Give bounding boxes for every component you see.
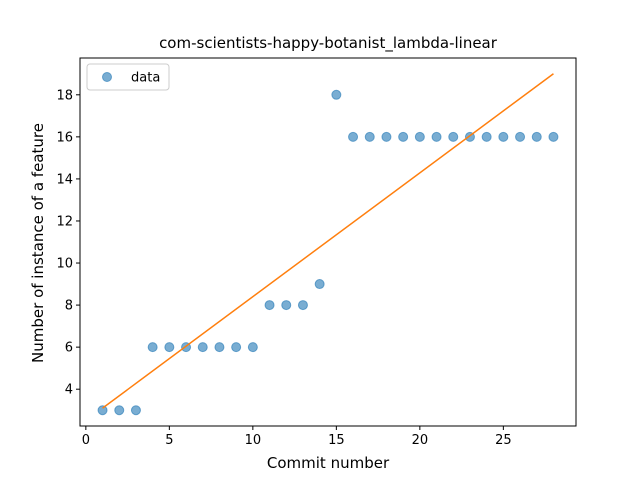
data-point bbox=[314, 279, 325, 290]
data-point bbox=[147, 342, 158, 353]
data-point bbox=[531, 131, 542, 142]
data-point bbox=[264, 300, 275, 311]
data-point bbox=[214, 342, 225, 353]
chart-title: com-scientists-happy-botanist_lambda-lin… bbox=[159, 34, 498, 53]
data-point bbox=[130, 405, 141, 416]
x-tick-label: 25 bbox=[495, 433, 512, 448]
y-tick-label: 18 bbox=[56, 88, 73, 103]
data-point bbox=[114, 405, 125, 416]
data-point bbox=[498, 131, 509, 142]
data-point bbox=[515, 131, 526, 142]
data-point bbox=[414, 131, 425, 142]
data-point bbox=[297, 300, 308, 311]
x-tick-label: 0 bbox=[82, 433, 90, 448]
data-point bbox=[281, 300, 292, 311]
data-point bbox=[481, 131, 492, 142]
y-tick-label: 6 bbox=[65, 341, 73, 356]
y-tick-label: 14 bbox=[56, 172, 73, 187]
y-axis-label: Number of instance of a feature bbox=[29, 123, 47, 363]
data-point bbox=[398, 131, 409, 142]
x-tick-label: 15 bbox=[328, 433, 345, 448]
data-point bbox=[164, 342, 175, 353]
data-point bbox=[247, 342, 258, 353]
data-point bbox=[448, 131, 459, 142]
data-point bbox=[348, 131, 359, 142]
data-point bbox=[381, 131, 392, 142]
data-point bbox=[364, 131, 375, 142]
x-tick-label: 10 bbox=[245, 433, 262, 448]
data-point bbox=[197, 342, 208, 353]
y-tick-label: 8 bbox=[65, 299, 73, 314]
y-tick-label: 16 bbox=[56, 130, 73, 145]
data-point bbox=[331, 89, 342, 100]
plot-area: 0 5 10 15 20 25 4 6 8 10 12 14 16 18 bbox=[56, 57, 577, 448]
axes-frame bbox=[79, 57, 577, 427]
x-axis-label: Commit number bbox=[267, 454, 390, 472]
y-tick-label: 10 bbox=[56, 257, 73, 272]
legend-marker-data bbox=[102, 72, 112, 82]
fit-line bbox=[102, 73, 554, 409]
legend-label-data: data bbox=[131, 71, 160, 86]
data-point bbox=[548, 131, 559, 142]
legend: data bbox=[86, 63, 170, 91]
data-point bbox=[231, 342, 242, 353]
y-tick-label: 4 bbox=[65, 383, 73, 398]
x-tick-label: 20 bbox=[412, 433, 429, 448]
x-tick-label: 5 bbox=[165, 433, 173, 448]
y-tick-label: 12 bbox=[56, 214, 73, 229]
data-point bbox=[97, 405, 108, 416]
data-point bbox=[431, 131, 442, 142]
legend-frame bbox=[86, 63, 170, 91]
